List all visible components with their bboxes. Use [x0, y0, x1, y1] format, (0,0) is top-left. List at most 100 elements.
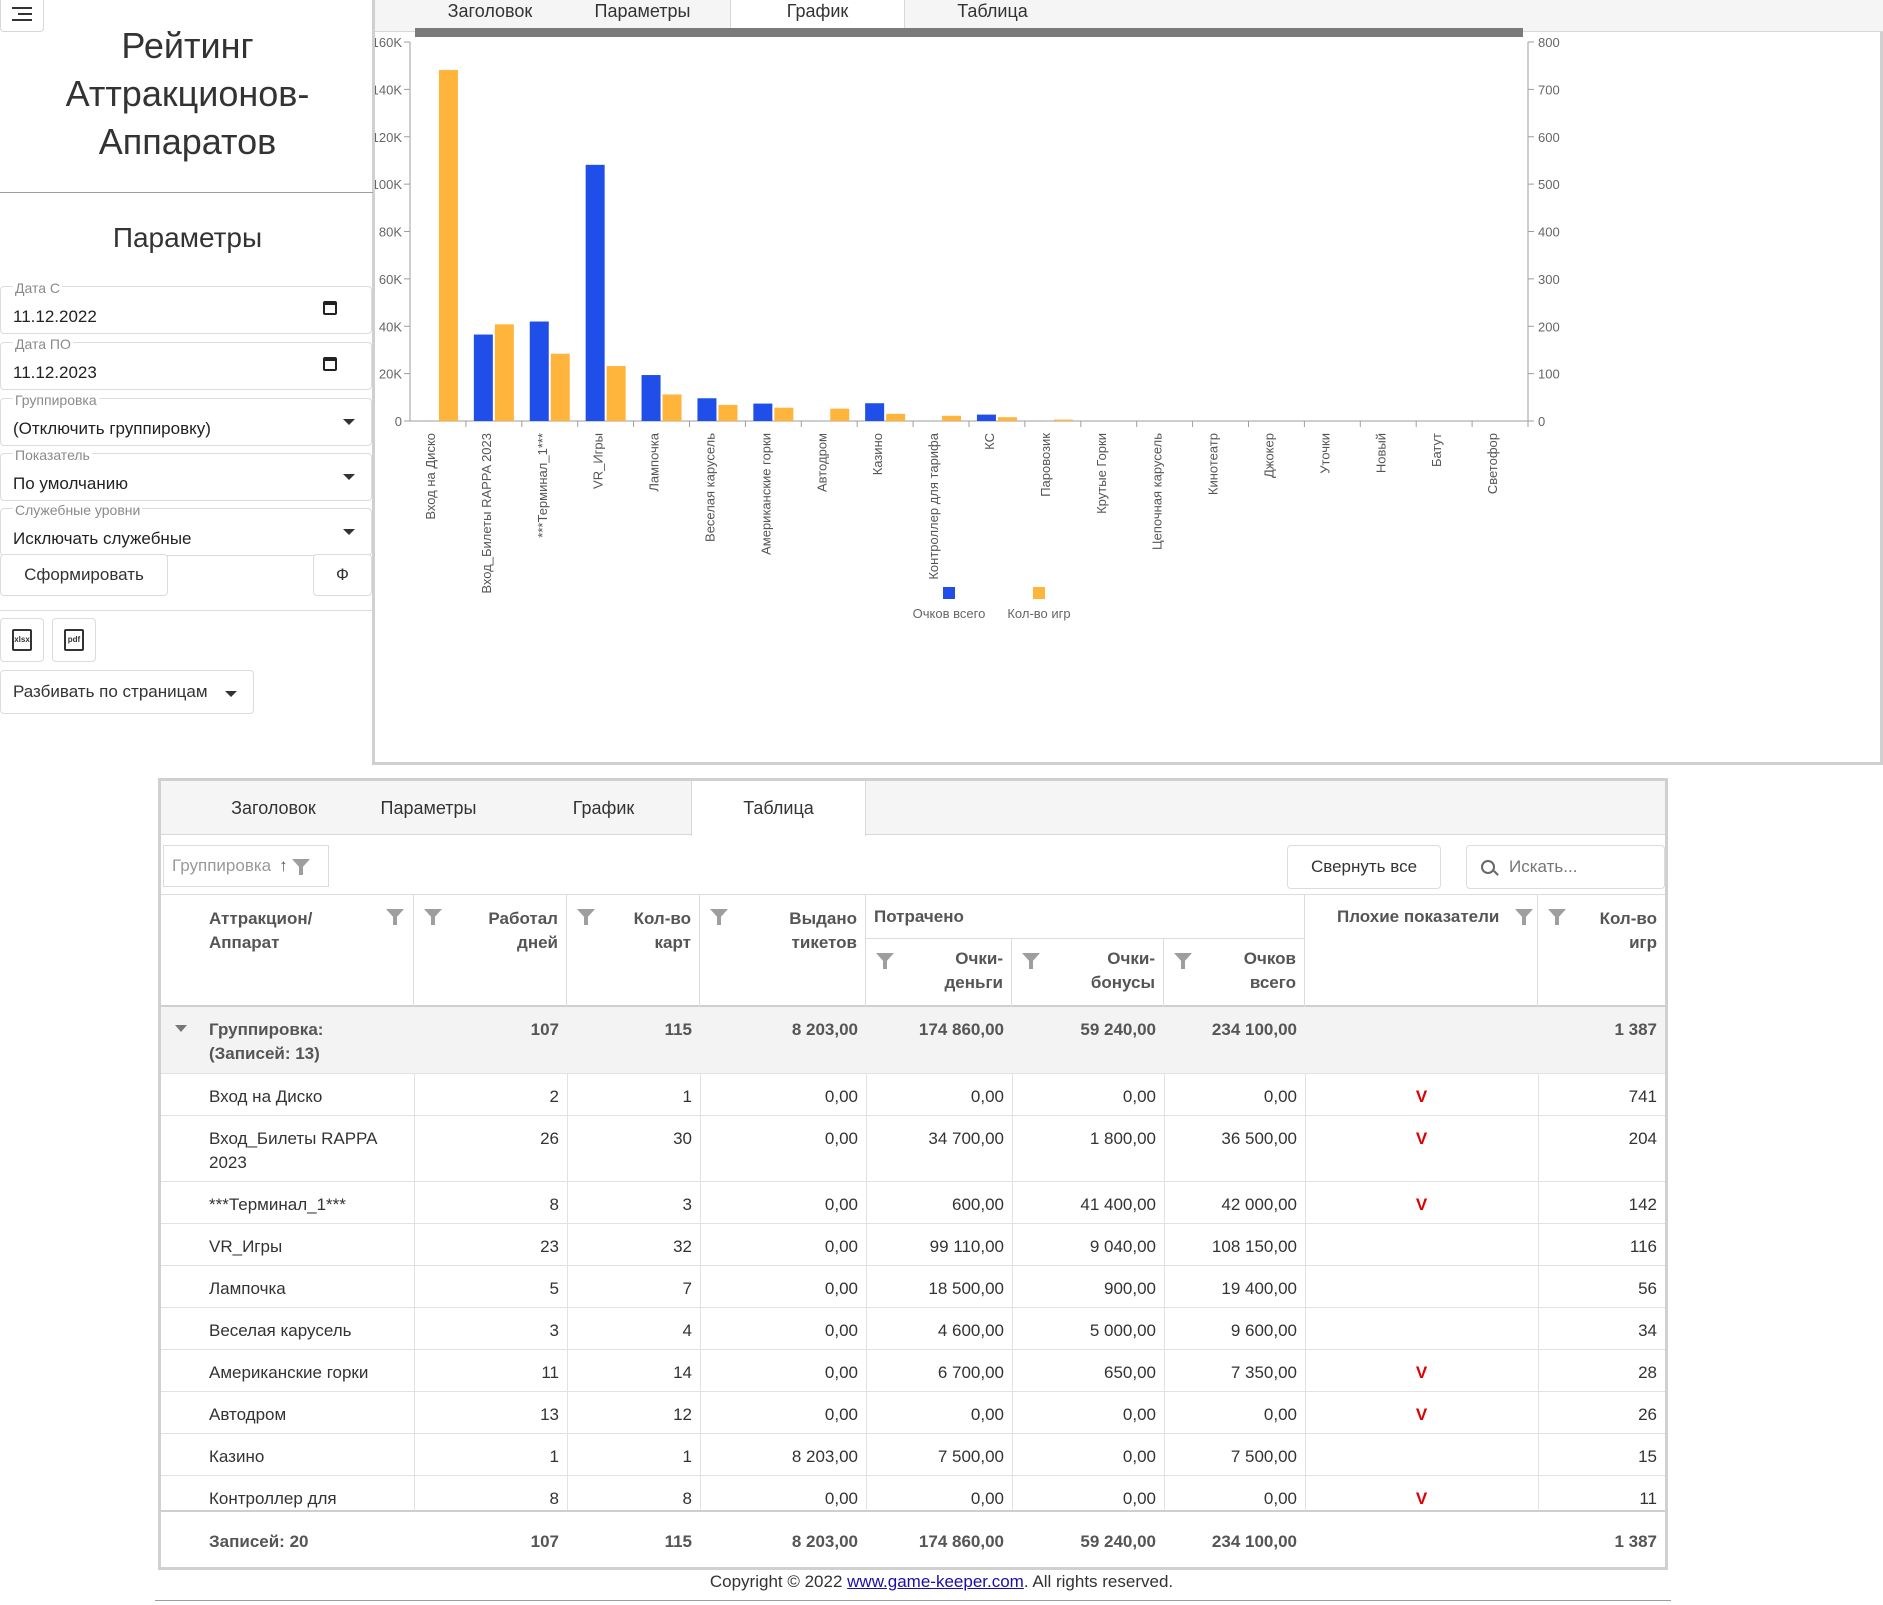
summary-bonus: 59 240,00 [1080, 1532, 1156, 1551]
tab-table[interactable]: Таблица [957, 0, 1028, 21]
phi-button[interactable]: Ф [313, 554, 372, 596]
xlsx-file-icon: xlsx [12, 629, 32, 651]
filter-icon[interactable] [424, 909, 442, 925]
cell-attraction: Казино [209, 1447, 265, 1466]
cell-divider [567, 1116, 568, 1181]
cell-divider [1012, 1434, 1013, 1475]
date-to-field[interactable]: Дата ПО 11.12.2023 [0, 336, 372, 390]
cell-games: 34 [1638, 1321, 1657, 1340]
cell-cards: 7 [682, 1279, 692, 1298]
cell-divider [1305, 1392, 1306, 1433]
summary-row: Записей: 20 107 115 8 203,00 174 860,00 … [161, 1510, 1665, 1567]
col-cards: Кол-во карт [567, 895, 700, 1007]
cell-bad-indicator: V [1415, 1489, 1428, 1508]
cell-games: 56 [1638, 1279, 1657, 1298]
table-row[interactable]: Вход_Билеты RAPPA 2023 26 30 0,00 34 700,00 1… [161, 1116, 1665, 1182]
filter-icon[interactable] [386, 909, 404, 925]
cell-divider [866, 1350, 867, 1391]
summary-tickets: 8 203,00 [791, 1532, 858, 1551]
service-levels-select[interactable]: Служебные уровни Исключать служебные [0, 502, 372, 556]
date-to-value[interactable]: 11.12.2023 [13, 363, 97, 382]
grouping-select[interactable]: Группировка (Отключить группировку) [0, 392, 372, 446]
indicator-select[interactable]: Показатель По умолчанию [0, 447, 372, 501]
search-input[interactable] [1509, 857, 1659, 877]
chevron-down-icon[interactable] [343, 419, 355, 425]
cell-divider [414, 1476, 415, 1517]
tab-table[interactable]: Таблица [691, 781, 866, 836]
tab-header[interactable]: Заголовок [447, 0, 533, 21]
export-xlsx-button[interactable]: xlsx [0, 618, 44, 662]
table-row[interactable]: Американские горки 11 14 0,00 6 700,00 650,00… [161, 1350, 1665, 1392]
filter-icon[interactable] [710, 909, 728, 925]
parameters-sidebar: Рейтинг Аттракционов- Аппаратов Параметр… [0, 0, 375, 765]
cell-divider [866, 1308, 867, 1349]
page-title-line-1: Рейтинг [121, 25, 254, 66]
grouping-drop-zone[interactable]: Группировка ↑ [163, 845, 329, 887]
service-levels-label: Служебные уровни [13, 502, 143, 518]
x-tick-label: Паровозик [1038, 433, 1053, 497]
chevron-down-icon[interactable] [343, 529, 355, 535]
tab-chart[interactable]: График [730, 0, 905, 33]
copyright-link[interactable]: www.game-keeper.com [847, 1572, 1024, 1591]
collapse-all-button[interactable]: Свернуть все [1287, 845, 1441, 889]
calendar-icon[interactable] [323, 301, 337, 315]
cell-divider [1012, 1476, 1013, 1517]
filter-icon[interactable] [1174, 953, 1192, 969]
sort-up-icon[interactable]: ↑ [279, 856, 288, 875]
summary-cards: 115 [664, 1532, 692, 1551]
table-row[interactable]: Веселая карусель 3 4 0,00 4 600,00 5 000,00 9 … [161, 1308, 1665, 1350]
chevron-down-icon[interactable] [343, 474, 355, 480]
cell-total: 42 000,00 [1221, 1195, 1297, 1214]
table-row[interactable]: Автодром 13 12 0,00 0,00 0,00 0,00 26 V [161, 1392, 1665, 1434]
group-row[interactable]: Группировка: (Записей: 13) 107 115 8 203… [161, 1007, 1665, 1074]
group-games: 1 387 [1614, 1020, 1657, 1039]
filter-icon[interactable] [1022, 953, 1040, 969]
calendar-icon[interactable] [323, 357, 337, 371]
table-row[interactable]: Лампочка 5 7 0,00 18 500,00 900,00 19 400,00 56 [161, 1266, 1665, 1308]
group-days: 107 [530, 1020, 559, 1039]
cell-games: 204 [1628, 1129, 1657, 1148]
cell-attraction: Веселая карусель [209, 1321, 352, 1340]
cell-divider [567, 1476, 568, 1517]
page-title: Рейтинг Аттракционов- Аппаратов [0, 22, 375, 166]
cell-bonus: 1 800,00 [1089, 1129, 1156, 1148]
cell-divider [1164, 1350, 1165, 1391]
filter-icon[interactable] [577, 909, 595, 925]
cell-attraction: Вход на Диско [209, 1087, 323, 1106]
grid-header: Аттракцион/ Аппарат Работал дней Кол-во … [161, 895, 1665, 1007]
filter-icon[interactable] [876, 953, 894, 969]
cell-divider [1538, 1476, 1539, 1517]
grouping-placeholder: Группировка [172, 856, 272, 875]
paging-dropdown[interactable]: Разбивать по страницам [0, 670, 254, 714]
cell-divider [1164, 1266, 1165, 1307]
col-total-title: Очков всего [1243, 949, 1296, 992]
date-from-field[interactable]: Дата С 11.12.2022 [0, 280, 372, 334]
y-tick-label-left: 80K [379, 225, 402, 240]
cell-cards: 4 [682, 1321, 692, 1340]
table-row[interactable]: Вход на Диско 2 1 0,00 0,00 0,00 0,00 741 V [161, 1074, 1665, 1116]
chart-tabs: Заголовок Параметры График Таблица [375, 0, 1883, 33]
tab-parameters[interactable]: Параметры [380, 797, 477, 818]
filter-icon[interactable] [291, 859, 310, 875]
cell-divider [866, 1074, 867, 1115]
table-row[interactable]: VR_Игры 23 32 0,00 99 110,00 9 040,00 108 150,… [161, 1224, 1665, 1266]
tab-parameters[interactable]: Параметры [594, 0, 691, 21]
search-field[interactable] [1466, 845, 1665, 889]
cell-bonus: 0,00 [1122, 1087, 1156, 1106]
chart-panel: Заголовок Параметры График Таблица 0 20K 4… [375, 0, 1883, 765]
export-pdf-button[interactable]: pdf [52, 618, 96, 662]
tab-chart[interactable]: График [572, 797, 635, 818]
cell-divider [1538, 1434, 1539, 1475]
filter-icon[interactable] [1548, 909, 1566, 925]
generate-button[interactable]: Сформировать [0, 554, 168, 596]
collapse-group-icon[interactable] [175, 1025, 187, 1032]
table-row[interactable]: ***Терминал_1*** 8 3 0,00 600,00 41 400,00 42 … [161, 1182, 1665, 1224]
date-from-value[interactable]: 11.12.2022 [13, 307, 97, 326]
tab-header[interactable]: Заголовок [231, 797, 316, 818]
cell-divider [700, 1350, 701, 1391]
filter-icon[interactable] [1515, 909, 1533, 925]
cell-tickets: 0,00 [824, 1195, 858, 1214]
menu-toggle-button[interactable] [0, 0, 44, 32]
table-row[interactable]: Казино 1 1 8 203,00 7 500,00 0,00 7 500,00 15 [161, 1434, 1665, 1476]
y-tick-label-right: 700 [1538, 82, 1560, 97]
